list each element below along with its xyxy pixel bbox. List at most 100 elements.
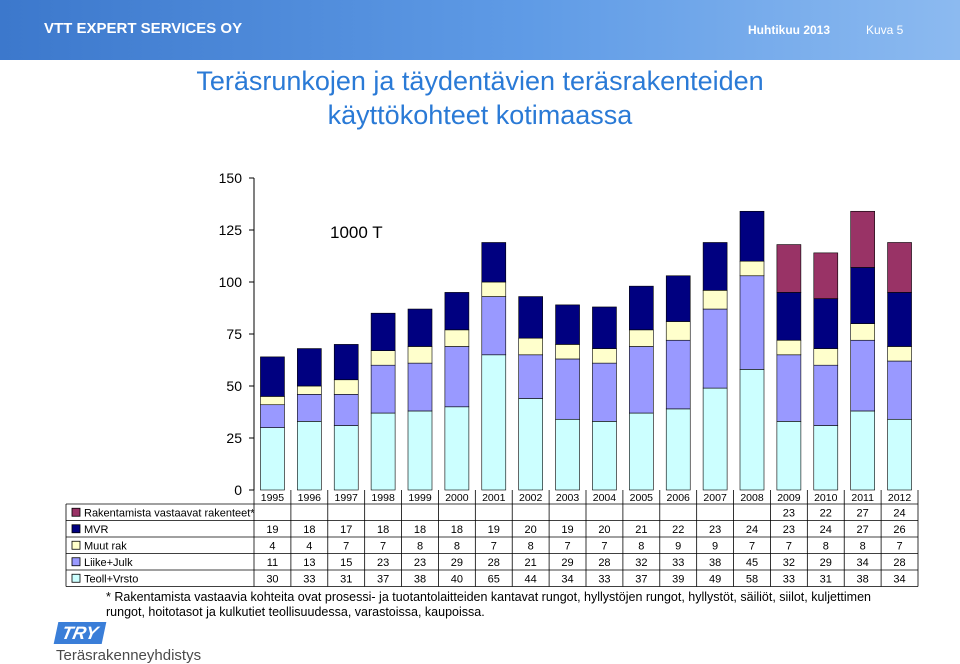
- bar-segment: [887, 360, 912, 420]
- bar-segment: [333, 344, 359, 381]
- legend-label: Muut rak: [84, 540, 127, 552]
- data-label: 45: [746, 557, 758, 569]
- data-label: 13: [303, 557, 315, 569]
- data-label: 8: [454, 540, 460, 552]
- data-label: 38: [414, 573, 426, 585]
- data-label: 7: [786, 540, 792, 552]
- data-label: 40: [451, 573, 463, 585]
- bar-segment: [481, 296, 507, 356]
- header-bar: VTT EXPERT SERVICES OY Huhtikuu 2013 Kuv…: [0, 0, 960, 60]
- bar-segment: [592, 362, 617, 422]
- bar-segment: [518, 398, 543, 491]
- legend-swatch: [71, 507, 81, 517]
- data-label: 33: [783, 573, 795, 585]
- bar-segment: [739, 260, 765, 277]
- data-label: 34: [857, 557, 869, 569]
- company-name: VTT EXPERT SERVICES OY: [44, 20, 243, 37]
- bar-segment: [333, 379, 359, 395]
- bar-segment: [702, 308, 728, 389]
- bar-segment: [444, 406, 470, 491]
- bar-segment: [739, 210, 765, 262]
- bar-segment: [813, 425, 839, 491]
- data-label: 18: [377, 524, 389, 536]
- logo-mark: TRY: [53, 622, 107, 644]
- bar-segment: [592, 421, 617, 491]
- data-label: 37: [635, 573, 647, 585]
- logo-name: Teräsrakenneyhdistys: [56, 647, 202, 664]
- data-label: 17: [340, 524, 352, 536]
- legend-swatch: [71, 557, 81, 567]
- y-tick-label: 150: [219, 170, 243, 186]
- data-label: 9: [675, 540, 681, 552]
- data-label: 21: [525, 557, 537, 569]
- data-label: 29: [451, 557, 463, 569]
- slide-number: Kuva 5: [866, 23, 904, 37]
- data-label: 28: [893, 557, 905, 569]
- page-title-line2: käyttökohteet kotimaassa: [327, 100, 633, 130]
- data-label: 33: [598, 573, 610, 585]
- x-tick-label: 1997: [335, 492, 359, 504]
- bar-segment: [702, 387, 728, 491]
- x-tick-label: 2009: [777, 492, 801, 504]
- x-tick-label: 1996: [298, 492, 322, 504]
- bar-segment: [665, 321, 691, 341]
- bar-segment: [592, 348, 617, 364]
- x-tick-label: 1995: [261, 492, 285, 504]
- x-tick-label: 2006: [667, 492, 691, 504]
- x-tick-label: 1998: [371, 492, 395, 504]
- bar-segment: [481, 242, 507, 283]
- data-label: 32: [635, 557, 647, 569]
- data-label: 34: [561, 573, 573, 585]
- bar-segment: [407, 346, 433, 364]
- x-tick-label: 2012: [888, 492, 912, 504]
- bar-segment: [665, 408, 691, 491]
- data-label: 32: [783, 557, 795, 569]
- data-label: 33: [672, 557, 684, 569]
- bar-segment: [481, 281, 507, 297]
- legend-swatch: [71, 573, 81, 583]
- data-label: 4: [306, 540, 312, 552]
- data-label: 37: [377, 573, 389, 585]
- unit-annotation: 1000 T: [330, 223, 383, 242]
- bar-segment: [407, 362, 433, 412]
- bar-segment: [592, 306, 617, 349]
- bar-segment: [776, 244, 802, 293]
- bar-segment: [444, 346, 470, 408]
- bar-segment: [702, 290, 728, 310]
- bar-segment: [776, 421, 802, 491]
- data-label: 18: [414, 524, 426, 536]
- data-label: 7: [896, 540, 902, 552]
- y-tick-label: 0: [234, 482, 242, 498]
- bar-segment: [518, 296, 543, 339]
- bar-segment: [481, 354, 507, 491]
- data-label: 23: [783, 524, 795, 536]
- data-label: 18: [451, 524, 463, 536]
- bar-segment: [518, 337, 543, 356]
- bar-segment: [887, 292, 912, 347]
- y-tick-label: 75: [226, 326, 242, 342]
- footnote-line2: rungot, hoitotasot ja kulkutiet teollisu…: [106, 605, 485, 619]
- data-label: 7: [564, 540, 570, 552]
- bar-segment: [776, 339, 802, 356]
- bar-segment: [555, 418, 580, 491]
- x-tick-label: 2002: [519, 492, 543, 504]
- data-label: 21: [635, 524, 647, 536]
- bar-segment: [297, 394, 322, 422]
- data-label: 7: [601, 540, 607, 552]
- y-tick-label: 125: [219, 222, 243, 238]
- bar-segment: [370, 412, 396, 491]
- x-tick-label: 2007: [703, 492, 727, 504]
- data-label: 23: [377, 557, 389, 569]
- data-label: 31: [340, 573, 352, 585]
- bar-segment: [260, 396, 285, 406]
- x-tick-label: 2005: [630, 492, 654, 504]
- y-tick-label: 100: [219, 274, 243, 290]
- x-tick-label: 2008: [740, 492, 764, 504]
- bar-segment: [555, 358, 580, 420]
- data-label: 29: [561, 557, 573, 569]
- bar-segment: [850, 410, 875, 491]
- data-label: 19: [266, 524, 278, 536]
- y-tick-label: 50: [226, 378, 242, 394]
- bar-segment: [739, 369, 765, 491]
